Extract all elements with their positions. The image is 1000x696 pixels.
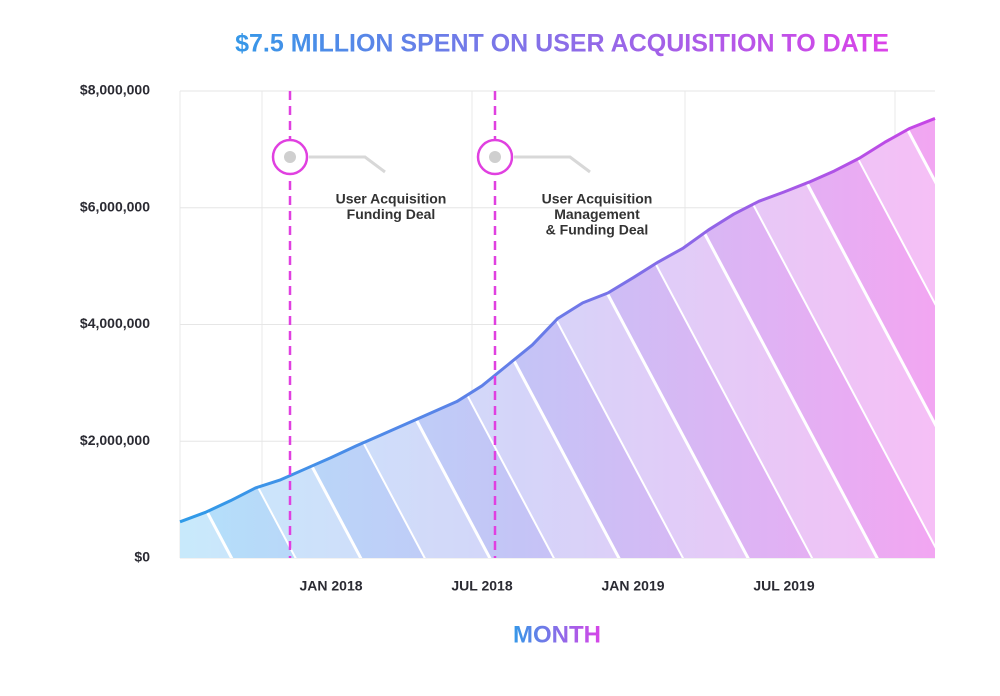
x-tick-label: JUL 2019 [753, 578, 814, 594]
annotation-text: & Funding Deal [546, 222, 649, 238]
y-tick-label: $2,000,000 [80, 432, 150, 448]
y-tick-label: $8,000,000 [80, 82, 150, 98]
annotation-dot [489, 151, 501, 163]
annotation-text: Management [554, 206, 640, 222]
x-axis-label: MONTH [513, 621, 601, 648]
annotation-text: User Acquisition [542, 191, 653, 207]
y-tick-label: $6,000,000 [80, 198, 150, 214]
chart-title: $7.5 MILLION SPENT ON USER ACQUISITION T… [235, 30, 889, 58]
x-tick-label: JAN 2019 [601, 578, 664, 594]
annotation-dot [284, 151, 296, 163]
annotation-text: User Acquisition [336, 191, 447, 207]
y-tick-label: $4,000,000 [80, 315, 150, 331]
annotation-connector [514, 155, 591, 174]
annotation-connector [309, 155, 386, 174]
x-tick-label: JUL 2018 [451, 578, 512, 594]
line [179, 117, 936, 524]
x-tick-label: JAN 2018 [299, 578, 362, 594]
y-tick-label: $0 [134, 549, 150, 565]
area-stripes [180, 118, 935, 558]
annotation-text: Funding Deal [347, 206, 436, 222]
